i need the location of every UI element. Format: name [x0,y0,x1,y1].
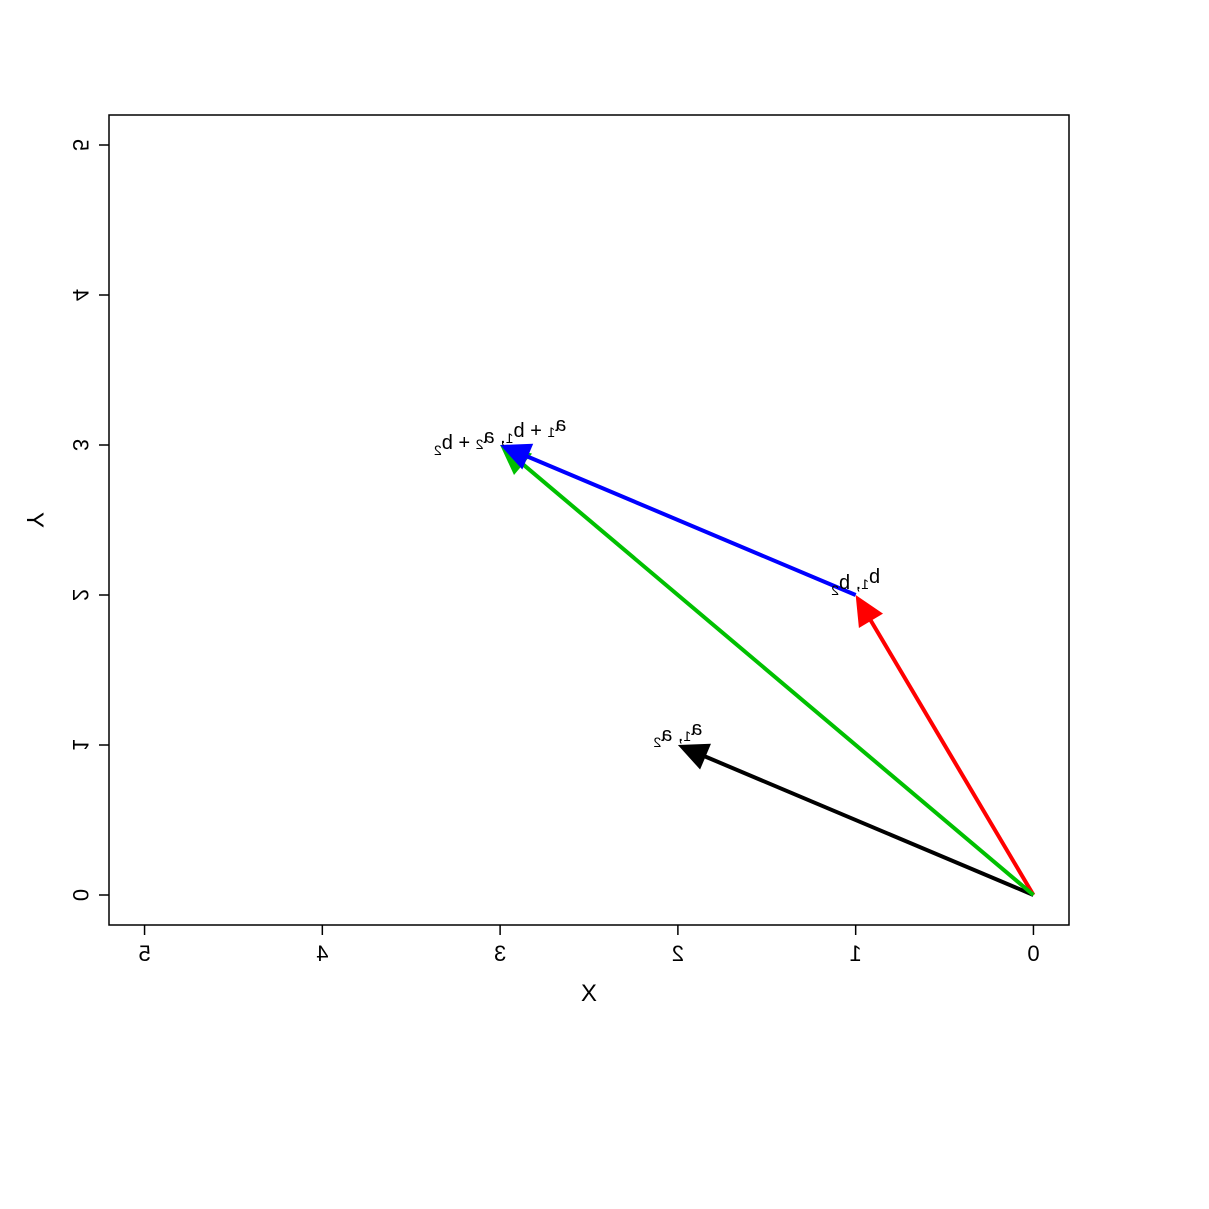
x-tick-label: 5 [138,941,150,966]
y-tick-label: 0 [68,889,93,901]
x-tick-label: 4 [316,941,328,966]
x-tick-label: 0 [1027,941,1039,966]
y-axis-label: Y [21,512,48,528]
x-axis-label: X [581,980,597,1007]
y-tick-label: 1 [68,739,93,751]
x-tick-label: 2 [672,941,684,966]
mirrored-stage: 012345X012345Ya1, a2b1, b2a1 + b1, a2 + … [0,0,1209,1209]
y-tick-label: 5 [68,139,93,151]
y-tick-label: 3 [68,439,93,451]
y-tick-label: 2 [68,589,93,601]
vector-addition-plot: 012345X012345Ya1, a2b1, b2a1 + b1, a2 + … [0,0,1209,1209]
y-tick-label: 4 [68,289,93,301]
x-tick-label: 3 [494,941,506,966]
x-tick-label: 1 [850,941,862,966]
